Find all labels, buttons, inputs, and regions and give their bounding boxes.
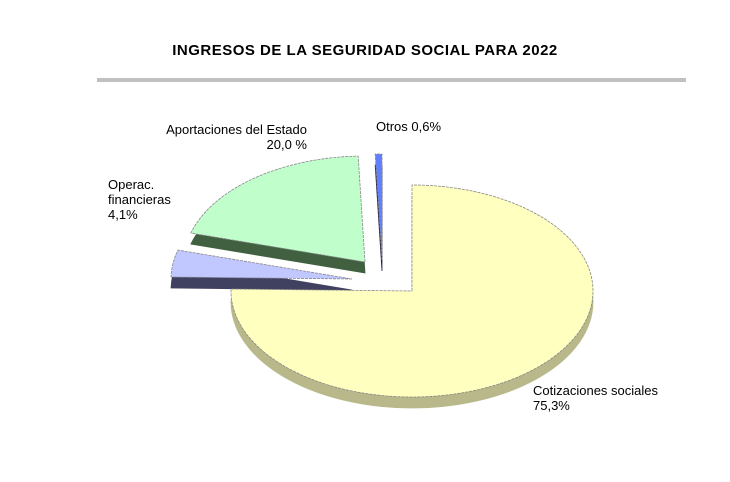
slice-aportaciones-del-estado (190, 155, 366, 263)
slice-cotizaciones-sociales (230, 184, 594, 398)
slice-otros (374, 153, 383, 261)
label-operac: Operac. financieras 4,1% (108, 177, 171, 222)
slice-operac-financieras (170, 249, 353, 280)
label-operac-name: Operac. financieras (108, 177, 171, 207)
chart-title: INGRESOS DE LA SEGURIDAD SOCIAL PARA 202… (172, 42, 558, 59)
label-aportaciones: Aportaciones del Estado 20,0 % (166, 122, 307, 152)
label-cotizaciones: Cotizaciones sociales 75,3% (533, 383, 659, 413)
label-otros: Otros 0,6% (376, 119, 442, 134)
title-divider (97, 78, 686, 82)
